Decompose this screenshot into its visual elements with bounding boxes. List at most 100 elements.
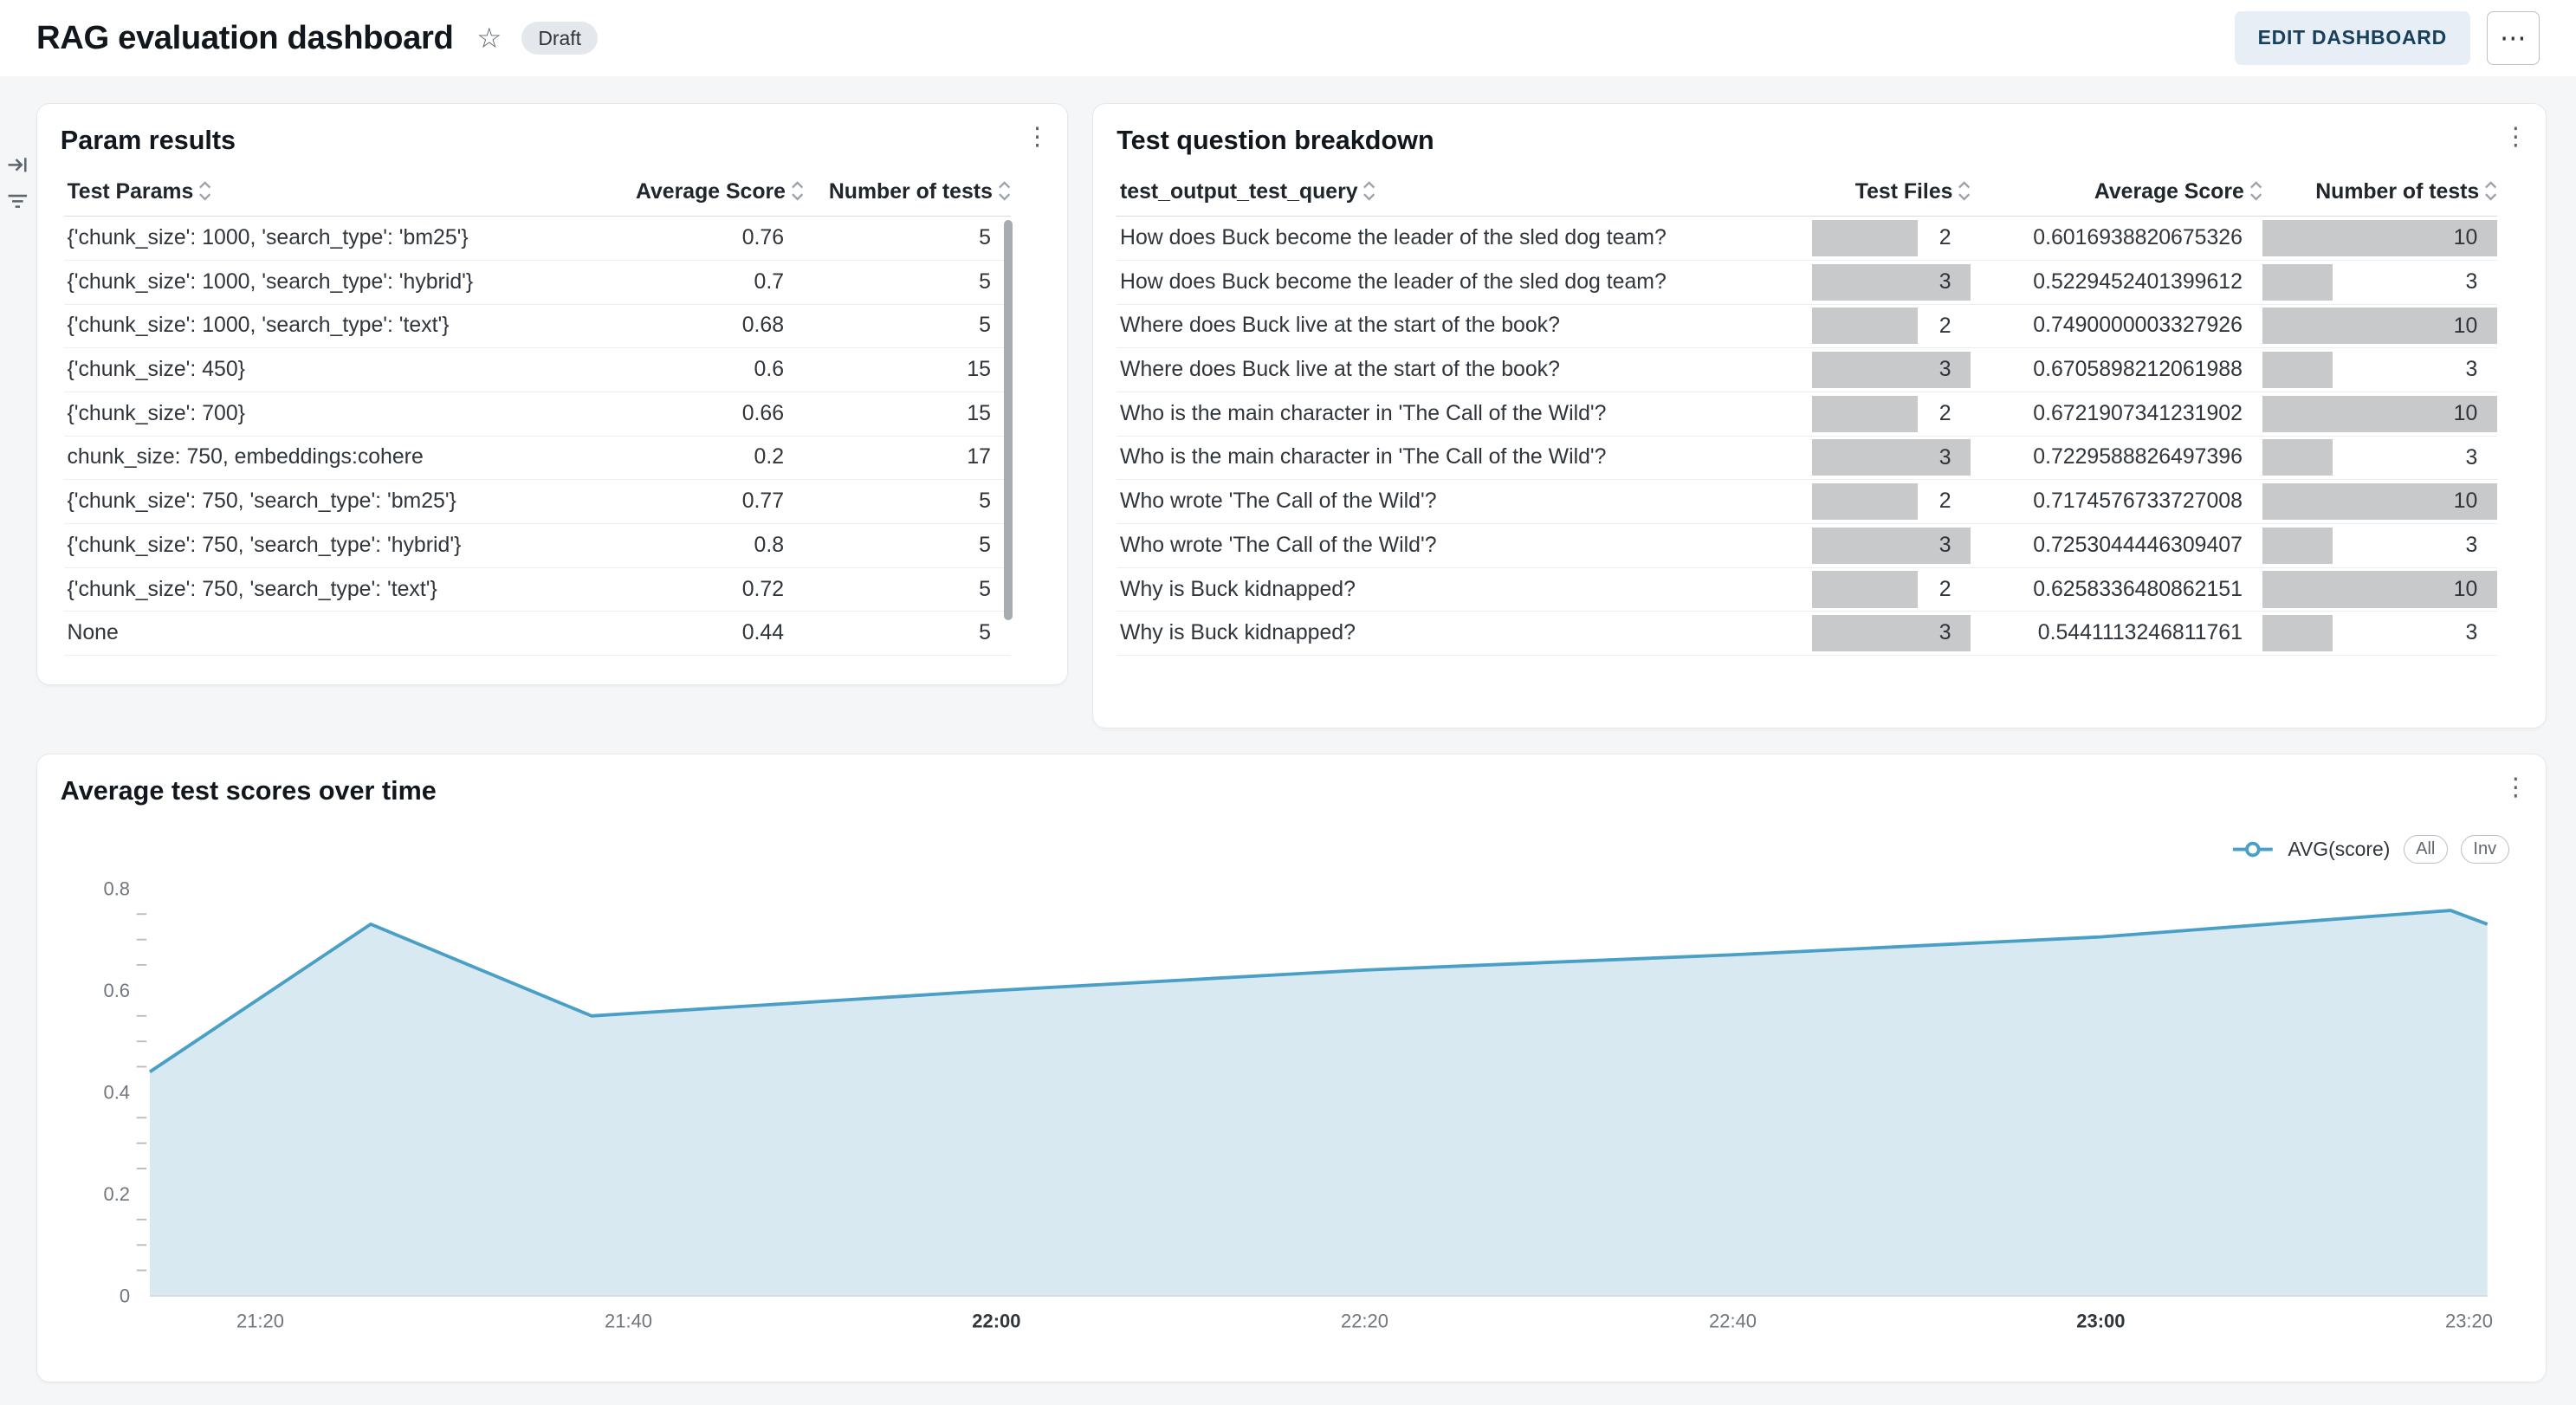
legend-all-button[interactable]: All — [2403, 835, 2448, 864]
x-tick-label: 23:20 — [2445, 1310, 2493, 1331]
avg-score-cell: 0.76 — [613, 216, 804, 261]
num-tests-cell: 5 — [803, 216, 1011, 261]
test-params-cell: {'chunk_size': 450} — [63, 347, 614, 392]
x-tick-label: 22:20 — [1341, 1310, 1388, 1331]
query-cell: How does Buck become the leader of the s… — [1116, 260, 1812, 305]
column-header-test-params[interactable]: Test Params — [63, 170, 614, 217]
table-row: How does Buck become the leader of the s… — [1116, 260, 2498, 305]
avg-score-cell: 0.6705898212061988 — [1971, 347, 2262, 392]
num-tests-cell: 10 — [2262, 479, 2498, 524]
table-row: {'chunk_size': 1000, 'search_type': 'bm2… — [63, 216, 1011, 261]
more-menu-button[interactable]: ⋯ — [2486, 11, 2540, 65]
area-fill — [150, 910, 2488, 1296]
column-header-average-score[interactable]: Average Score — [613, 170, 804, 217]
data-bar — [1811, 352, 1971, 389]
param-results-card: Param results ⋮ Test Params Average Scor… — [36, 102, 1068, 686]
table-row: How does Buck become the leader of the s… — [1116, 216, 2498, 261]
query-cell: Who wrote 'The Call of the Wild'? — [1116, 479, 1812, 524]
table-row: Where does Buck live at the start of the… — [1116, 304, 2498, 349]
column-header-number-of-tests[interactable]: Number of tests — [2262, 170, 2498, 217]
data-bar — [1811, 395, 1919, 432]
table-row: {'chunk_size': 750, 'search_type': 'hybr… — [63, 523, 1011, 568]
data-bar — [1811, 483, 1919, 521]
num-tests-cell: 15 — [803, 392, 1011, 437]
data-bar — [1811, 527, 1971, 564]
test-params-cell: {'chunk_size': 1000, 'search_type': 'bm2… — [63, 216, 614, 261]
data-bar — [2262, 263, 2333, 301]
test-files-cell: 3 — [1811, 436, 1971, 481]
table-row: {'chunk_size': 450} 0.6 15 — [63, 347, 1011, 392]
table-row: Where does Buck live at the start of the… — [1116, 347, 2498, 392]
avg-score-cell: 0.72 — [613, 567, 804, 612]
side-controls — [5, 152, 30, 214]
param-table-wrap: Test Params Average Score Number of test… — [63, 170, 1013, 657]
avg-score-cell: 0.7490000003327926 — [1971, 304, 2262, 349]
table-row: {'chunk_size': 700} 0.66 15 — [63, 392, 1011, 437]
table-row: {'chunk_size': 1000, 'search_type': 'tex… — [63, 304, 1011, 349]
query-cell: Who wrote 'The Call of the Wild'? — [1116, 523, 1812, 568]
data-bar — [2262, 308, 2498, 345]
avg-score-cell: 0.44 — [613, 611, 804, 657]
data-bar — [2262, 219, 2498, 257]
header-bar: RAG evaluation dashboard ☆ Draft EDIT DA… — [0, 0, 2576, 76]
data-bar — [2262, 615, 2333, 652]
page-title: RAG evaluation dashboard — [36, 18, 454, 56]
avg-score-cell: 0.68 — [613, 304, 804, 349]
y-tick-label: 0.4 — [104, 1081, 131, 1103]
column-header-average-score[interactable]: Average Score — [1971, 170, 2262, 217]
card-kebab-menu-icon[interactable]: ⋮ — [1025, 123, 1050, 152]
y-tick-label: 0.8 — [104, 877, 131, 899]
column-header-test-files[interactable]: Test Files — [1811, 170, 1971, 217]
card-title: Test question breakdown — [1116, 126, 1434, 156]
test-files-cell: 3 — [1811, 611, 1971, 657]
avg-score-cell: 0.7229588826497396 — [1971, 436, 2262, 481]
table-row: {'chunk_size': 1000, 'search_type': 'hyb… — [63, 260, 1011, 305]
test-params-cell: {'chunk_size': 1000, 'search_type': 'tex… — [63, 304, 614, 349]
column-header-number-of-tests[interactable]: Number of tests — [803, 170, 1011, 217]
card-kebab-menu-icon[interactable]: ⋮ — [2502, 774, 2528, 802]
sort-icon — [2485, 181, 2497, 201]
avg-score-cell: 0.7174576733727008 — [1971, 479, 2262, 524]
num-tests-cell: 3 — [2262, 436, 2498, 481]
avg-score-cell: 0.2 — [613, 436, 804, 481]
avg-score-cell: 0.8 — [613, 523, 804, 568]
test-files-cell: 3 — [1811, 523, 1971, 568]
test-files-cell: 2 — [1811, 479, 1971, 524]
card-header: Test question breakdown ⋮ — [1093, 104, 2545, 171]
param-results-table: Test Params Average Score Number of test… — [63, 170, 1011, 657]
test-files-cell: 3 — [1811, 347, 1971, 392]
card-kebab-menu-icon[interactable]: ⋮ — [2502, 123, 2528, 152]
expand-panel-icon[interactable] — [5, 152, 30, 178]
table-row: {'chunk_size': 750, 'search_type': 'bm25… — [63, 479, 1011, 524]
num-tests-cell: 3 — [2262, 611, 2498, 657]
y-tick-label: 0 — [120, 1285, 130, 1306]
scrollbar-thumb[interactable] — [1004, 219, 1013, 621]
filter-icon[interactable] — [5, 189, 30, 214]
test-params-cell: {'chunk_size': 1000, 'search_type': 'hyb… — [63, 260, 614, 305]
num-tests-cell: 5 — [803, 304, 1011, 349]
favorite-star-icon[interactable]: ☆ — [476, 22, 502, 54]
y-tick-label: 0.2 — [104, 1183, 131, 1205]
num-tests-cell: 17 — [803, 436, 1011, 481]
scores-over-time-card: Average test scores over time ⋮ AVG(scor… — [36, 753, 2547, 1382]
num-tests-cell: 3 — [2262, 347, 2498, 392]
avg-score-cell: 0.7 — [613, 260, 804, 305]
data-bar — [1811, 571, 1919, 608]
x-tick-label: 22:00 — [972, 1310, 1020, 1331]
table-row: Who wrote 'The Call of the Wild'? 3 0.7253… — [1116, 523, 2498, 568]
table-row: None 0.44 5 — [63, 611, 1011, 657]
legend-inv-button[interactable]: Inv — [2461, 835, 2509, 864]
status-badge: Draft — [521, 21, 599, 55]
x-tick-label: 22:40 — [1709, 1310, 1757, 1331]
sort-icon — [791, 181, 803, 201]
edit-dashboard-button[interactable]: EDIT DASHBOARD — [2234, 11, 2470, 65]
test-files-cell: 2 — [1811, 304, 1971, 349]
sort-icon — [998, 181, 1010, 201]
card-title: Param results — [60, 126, 236, 156]
column-header-test-query[interactable]: test_output_test_query — [1116, 170, 1812, 217]
num-tests-cell: 15 — [803, 347, 1011, 392]
num-tests-cell: 5 — [803, 523, 1011, 568]
num-tests-cell: 3 — [2262, 523, 2498, 568]
data-bar — [2262, 395, 2498, 432]
legend-series-label[interactable]: AVG(score) — [2288, 838, 2391, 861]
